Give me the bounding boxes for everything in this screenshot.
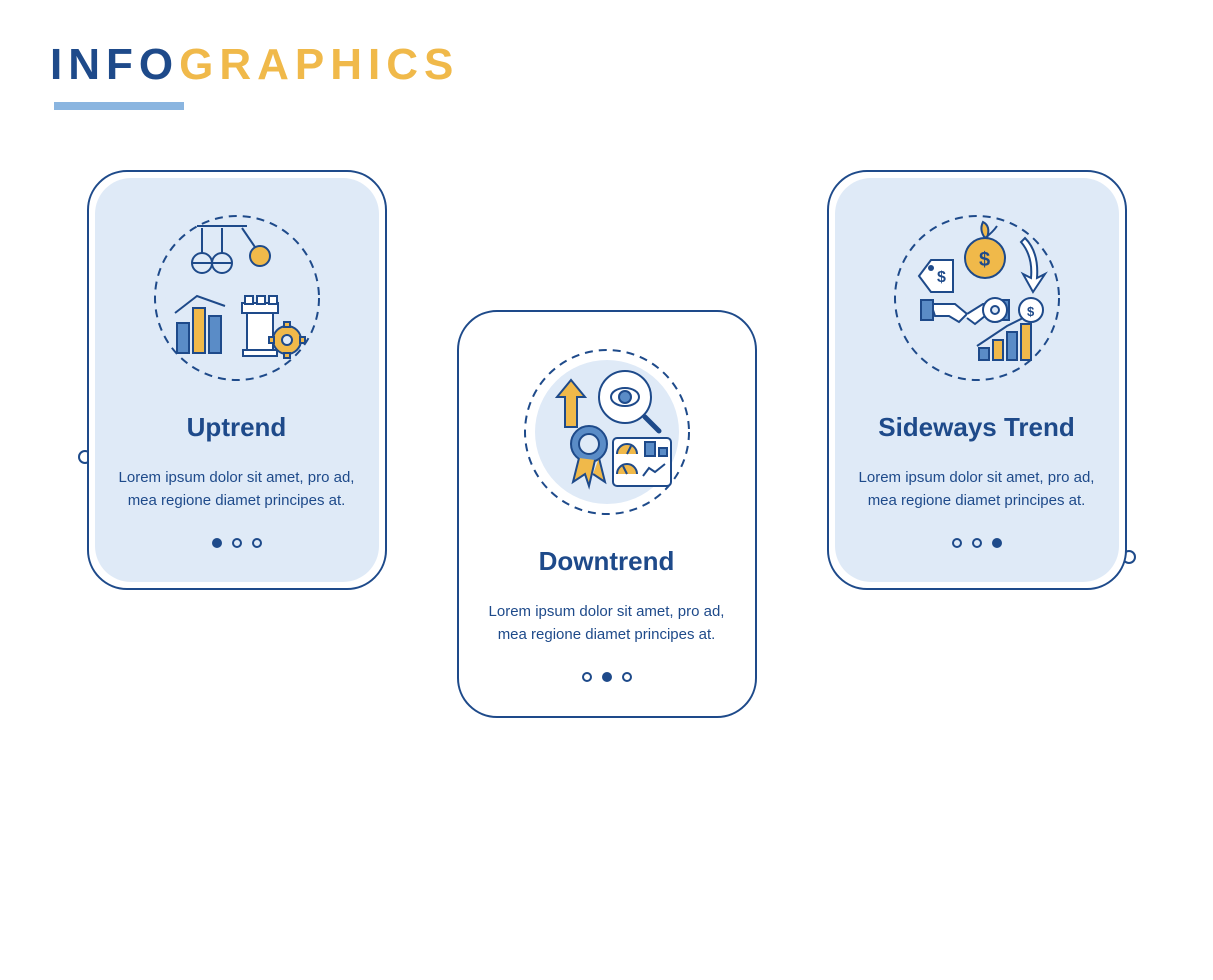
card-frame: Downtrend Lorem ipsum dolor sit amet, pr… — [457, 310, 757, 718]
downtrend-icon — [517, 342, 697, 522]
dot-2 — [972, 538, 982, 548]
card-title: Sideways Trend — [859, 412, 1095, 443]
dot-2 — [232, 538, 242, 548]
card-body: Lorem ipsum dolor sit amet, pro ad, mea … — [119, 467, 355, 512]
card-body: Lorem ipsum dolor sit amet, pro ad, mea … — [483, 601, 731, 646]
card-panel: Uptrend Lorem ipsum dolor sit amet, pro … — [95, 178, 379, 582]
card-uptrend: Uptrend Lorem ipsum dolor sit amet, pro … — [87, 170, 387, 590]
page-title: INFOGRAPHICS — [50, 40, 1163, 90]
svg-text:$: $ — [937, 269, 946, 286]
card-sideways: $ $ — [827, 170, 1127, 590]
card-body: Lorem ipsum dolor sit amet, pro ad, mea … — [859, 467, 1095, 512]
cards-row: Uptrend Lorem ipsum dolor sit amet, pro … — [50, 170, 1163, 718]
dot-1 — [582, 672, 592, 682]
dot-1 — [952, 538, 962, 548]
dot-2 — [602, 672, 612, 682]
card-frame: $ $ — [827, 170, 1127, 590]
uptrend-icon — [147, 208, 327, 388]
card-title: Uptrend — [119, 412, 355, 443]
pagination-dots — [119, 538, 355, 548]
card-downtrend: Downtrend Lorem ipsum dolor sit amet, pr… — [457, 310, 757, 718]
card-panel: $ $ — [835, 178, 1119, 582]
dot-3 — [992, 538, 1002, 548]
title-part-info: INFO — [50, 40, 179, 89]
card-title: Downtrend — [483, 546, 731, 577]
svg-text:$: $ — [1027, 304, 1035, 319]
card-panel: Downtrend Lorem ipsum dolor sit amet, pr… — [459, 312, 755, 716]
card-frame: Uptrend Lorem ipsum dolor sit amet, pro … — [87, 170, 387, 590]
header: INFOGRAPHICS — [50, 40, 1163, 110]
title-part-graphics: GRAPHICS — [179, 40, 459, 89]
dot-1 — [212, 538, 222, 548]
pagination-dots — [859, 538, 1095, 548]
pagination-dots — [483, 672, 731, 682]
sideways-icon: $ $ — [887, 208, 1067, 388]
svg-text:$: $ — [979, 249, 990, 271]
dot-3 — [622, 672, 632, 682]
dot-3 — [252, 538, 262, 548]
title-underline — [54, 102, 184, 110]
